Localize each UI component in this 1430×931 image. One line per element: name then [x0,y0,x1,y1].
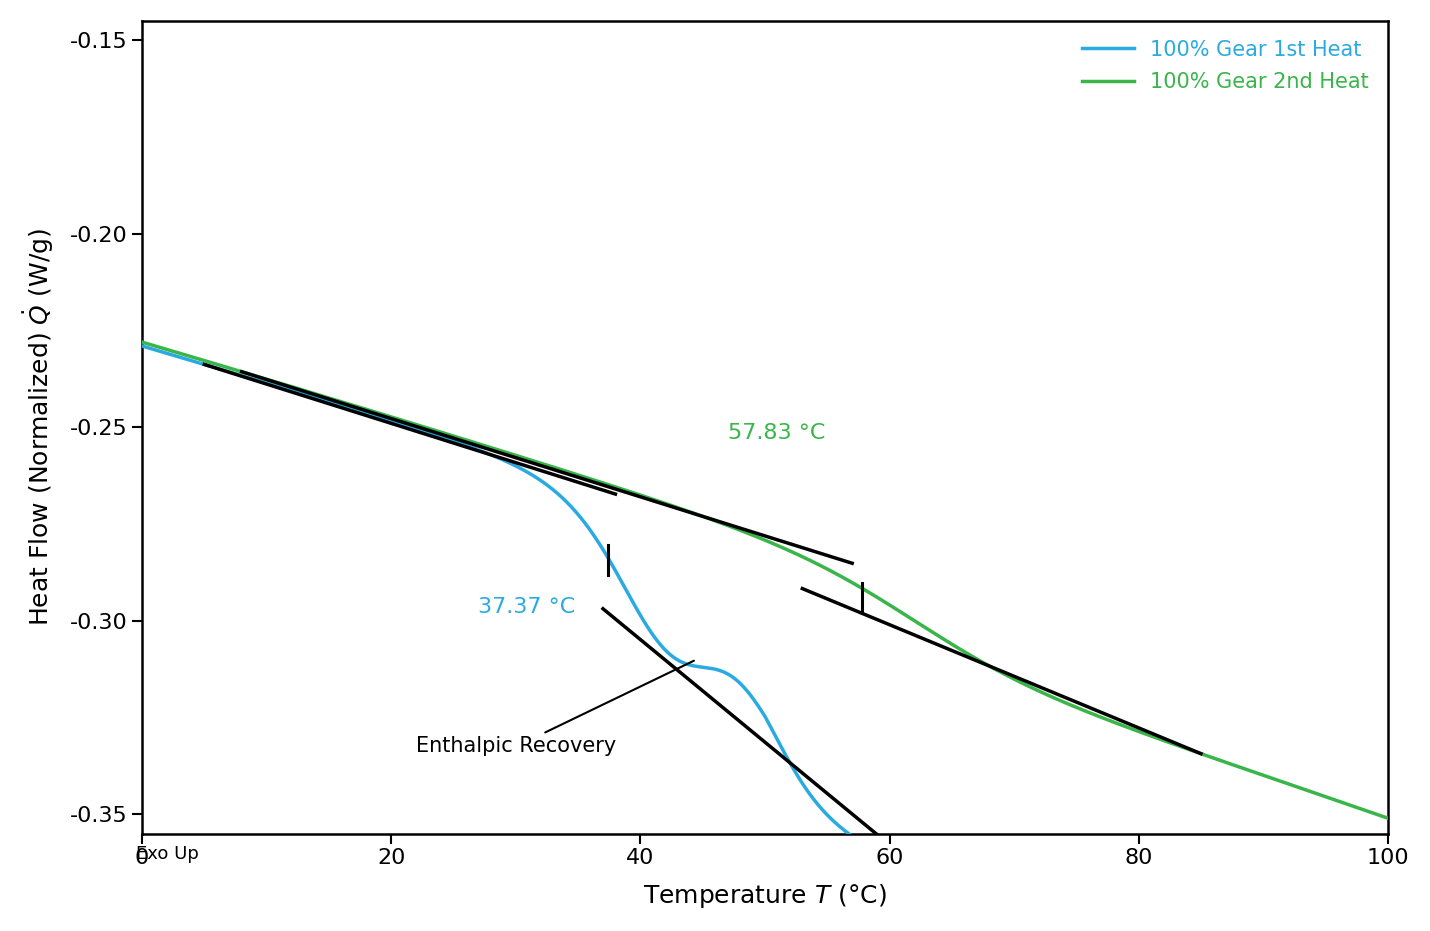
X-axis label: Temperature $\it{T}$ (°C): Temperature $\it{T}$ (°C) [644,883,887,911]
Legend: 100% Gear 1st Heat, 100% Gear 2nd Heat: 100% Gear 1st Heat, 100% Gear 2nd Heat [1074,32,1377,101]
Text: 57.83 °C: 57.83 °C [728,423,825,443]
Text: Exo Up: Exo Up [136,845,199,863]
Text: Enthalpic Recovery: Enthalpic Recovery [416,661,694,756]
Text: 37.37 °C: 37.37 °C [479,597,576,617]
Y-axis label: Heat Flow (Normalized) $\it{\dot{Q}}$ (W/g): Heat Flow (Normalized) $\it{\dot{Q}}$ (W… [21,228,56,627]
